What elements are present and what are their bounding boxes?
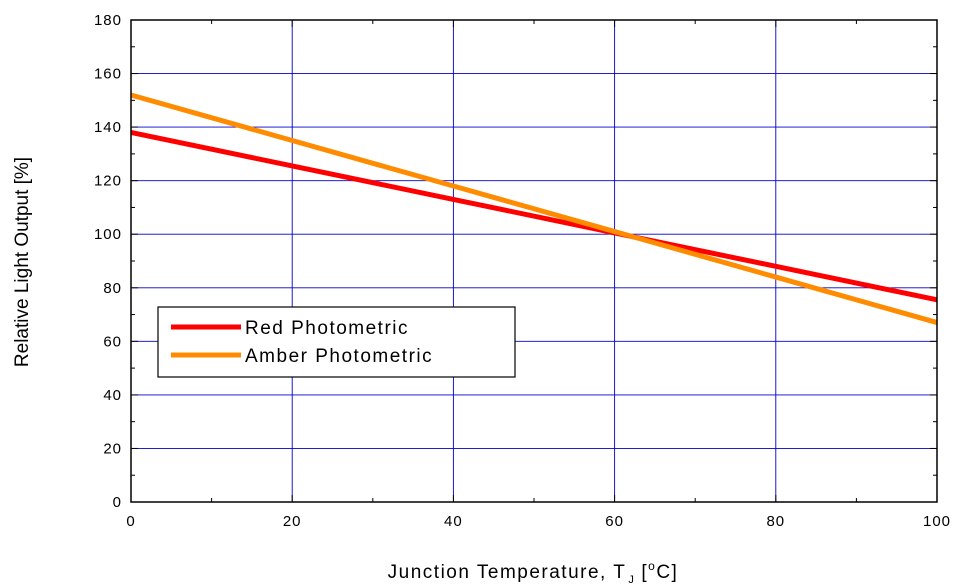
x-tick-label: 100	[923, 513, 951, 530]
x-axis-title-subscript: J	[628, 574, 635, 586]
series-line-red	[130, 130, 938, 303]
x-tick-label: 80	[766, 513, 785, 530]
x-axis-title-degree: o	[648, 559, 656, 573]
legend-box	[157, 306, 516, 378]
legend: Red Photometric Amber Photometric	[157, 306, 516, 378]
plot-frame	[130, 19, 938, 503]
x-tick-label: 60	[605, 513, 624, 530]
y-tick-label: 60	[103, 333, 122, 350]
x-tick-label: 20	[283, 513, 302, 530]
y-tick-label: 40	[103, 387, 122, 404]
x-axis-title-main: Junction Temperature, T	[388, 562, 627, 583]
y-tick-label: 20	[103, 440, 122, 457]
y-tick-label: 0	[113, 494, 122, 511]
y-tick-label: 160	[94, 66, 122, 83]
x-axis-title-units-open: [	[641, 562, 648, 583]
legend-label-red: Red Photometric	[245, 318, 409, 339]
y-tick-label: 140	[94, 119, 122, 136]
y-tick-label: 120	[94, 173, 122, 190]
y-tick-label: 100	[94, 226, 122, 243]
series-group	[130, 92, 938, 325]
x-axis-title: Junction Temperature, T J [oC]	[388, 559, 679, 586]
y-tick-label: 180	[94, 12, 122, 29]
x-axis-title-units-close: C]	[656, 562, 678, 583]
x-tick-label: 0	[126, 513, 135, 530]
grid	[131, 20, 937, 502]
series-line-amber	[130, 92, 938, 325]
x-tick-labels: 0 20 40 60 80 100	[126, 513, 951, 530]
y-axis-title: Relative Light Output [%]	[12, 157, 33, 367]
x-tick-label: 40	[444, 513, 463, 530]
y-tick-label: 80	[103, 280, 122, 297]
ticks	[130, 19, 938, 503]
y-tick-labels: 0 20 40 60 80 100 120 140 160 180	[94, 12, 122, 511]
legend-label-amber: Amber Photometric	[245, 346, 433, 367]
